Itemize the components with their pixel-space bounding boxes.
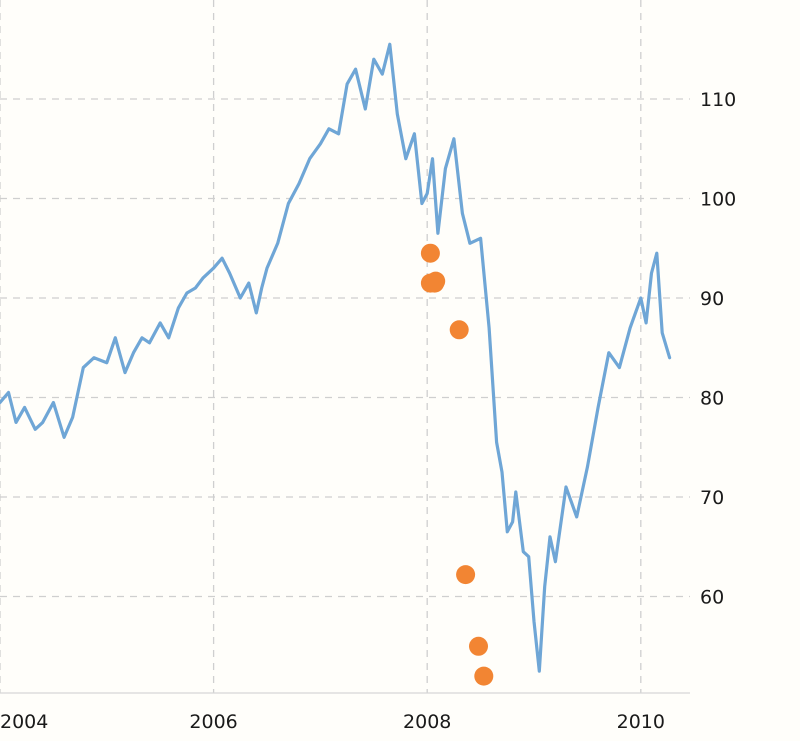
- y-tick-label: 60: [700, 587, 724, 609]
- x-tick-label: 2006: [189, 711, 237, 733]
- scatter-point: [469, 636, 488, 656]
- scatter-point: [426, 271, 446, 291]
- scatter-point: [456, 565, 476, 585]
- y-tick-label: 80: [700, 388, 724, 410]
- tick-labels: 60 70 80 90 100 110 2004 2006 2008 2010: [0, 89, 736, 733]
- y-tick-label: 100: [700, 189, 736, 211]
- y-tick-label: 110: [700, 89, 736, 111]
- x-tick-label: 2004: [0, 711, 48, 733]
- scatter-point: [474, 666, 494, 686]
- scatter-points: [420, 243, 494, 686]
- x-tick-label: 2010: [617, 711, 665, 733]
- scatter-point: [449, 320, 469, 340]
- x-tick-label: 2008: [403, 711, 451, 733]
- y-tick-label: 70: [700, 487, 724, 509]
- y-tick-label: 90: [700, 288, 724, 310]
- price-line: [0, 42, 672, 673]
- series-line: [0, 42, 672, 673]
- scatter-point: [420, 243, 440, 263]
